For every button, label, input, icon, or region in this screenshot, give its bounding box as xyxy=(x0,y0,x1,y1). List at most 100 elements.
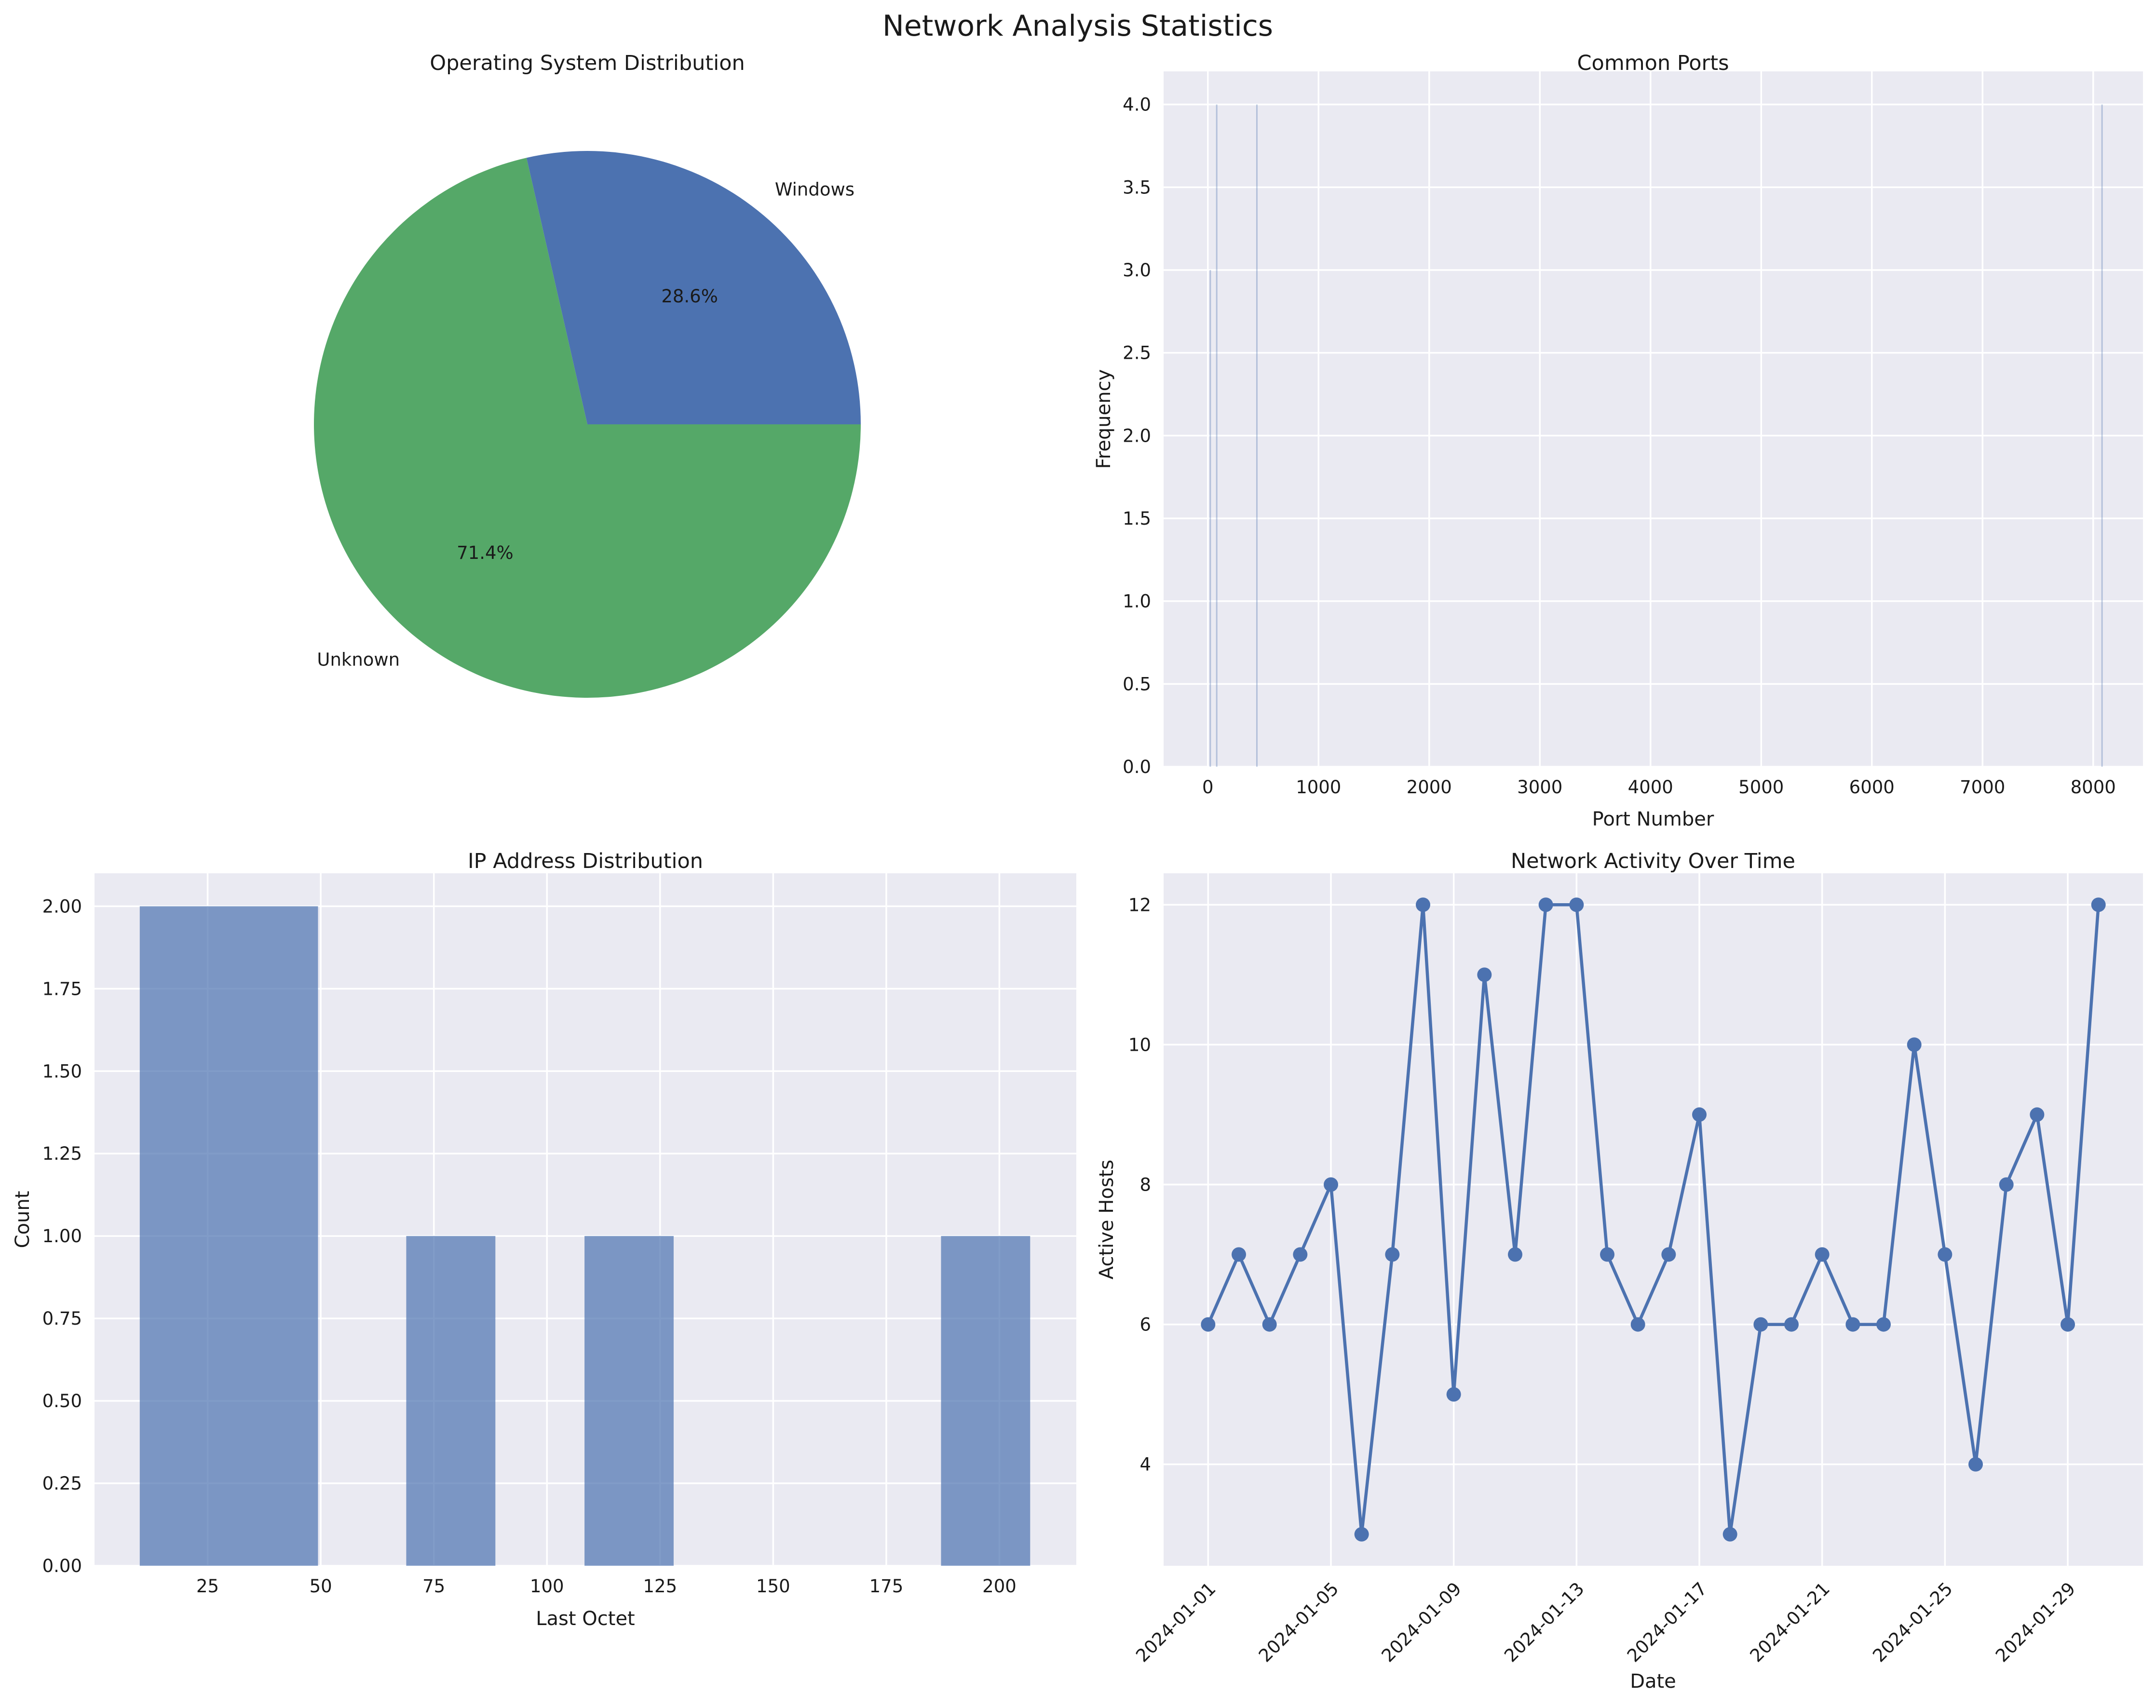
activity-point xyxy=(1477,967,1492,982)
ports-bar-8080 xyxy=(2101,104,2103,767)
activity-point xyxy=(1784,1317,1799,1332)
ip-y-tick-label: 0.25 xyxy=(42,1473,82,1494)
activity-point xyxy=(1753,1317,1768,1332)
ip-y-tick-label: 0.00 xyxy=(42,1556,82,1576)
pie-percent-unknown: 71.4% xyxy=(457,542,514,563)
activity-point xyxy=(1815,1247,1830,1262)
ip-x-tick-label: 200 xyxy=(982,1576,1017,1597)
ip-x-tick-label: 175 xyxy=(869,1576,904,1597)
ip-ticks: 25 50 75 100 125 150 175 200 0.00 0.25 0.50 0.75 1.0… xyxy=(42,896,1017,1597)
ip-x-tick-label: 100 xyxy=(530,1576,564,1597)
ip-x-tick-label: 50 xyxy=(310,1576,332,1597)
activity-point xyxy=(1845,1317,1860,1332)
ports-x-tick-label: 0 xyxy=(1202,777,1214,798)
activity-point xyxy=(2091,897,2106,912)
ip-histogram-bar xyxy=(584,1236,674,1566)
activity-x-tick-label: 2024-01-01 xyxy=(1132,1578,1220,1666)
activity-point xyxy=(1415,897,1430,912)
activity-point xyxy=(1354,1527,1369,1542)
activity-point xyxy=(1661,1247,1676,1262)
ip-histogram-bar xyxy=(139,906,318,1566)
activity-x-axis-label: Date xyxy=(1630,1670,1676,1693)
ports-x-tick-label: 7000 xyxy=(1960,777,2005,798)
activity-point xyxy=(1385,1247,1400,1262)
activity-y-tick-label: 10 xyxy=(1128,1034,1151,1055)
ports-panel: 0 1000 2000 3000 4000 5000 6000 7000 8000 0.0 0.5 1… xyxy=(1093,51,2143,830)
activity-x-tick-label: 2024-01-29 xyxy=(1992,1578,2079,1666)
ports-y-tick-label: 0.0 xyxy=(1123,757,1151,777)
ports-x-tick-label: 6000 xyxy=(1849,777,1895,798)
ip-y-tick-label: 1.25 xyxy=(42,1143,82,1164)
activity-x-tick-label: 2024-01-17 xyxy=(1623,1578,1711,1666)
activity-y-axis-label: Active Hosts xyxy=(1096,1160,1118,1279)
activity-panel: 2024-01-01 2024-01-05 2024-01-09 2024-01-13… xyxy=(1096,849,2143,1693)
ip-y-tick-label: 1.50 xyxy=(42,1061,82,1082)
activity-grid xyxy=(1164,873,2143,1566)
activity-point xyxy=(1722,1527,1737,1542)
ports-x-tick-label: 4000 xyxy=(1628,777,1673,798)
ip-distribution-panel: 25 50 75 100 125 150 175 200 0.00 0.25 0.50 0.75 1.0… xyxy=(12,849,1076,1630)
activity-y-tick-label: 8 xyxy=(1139,1174,1151,1195)
pie-slices xyxy=(314,151,861,698)
ports-bar-443 xyxy=(1256,104,1258,767)
activity-point xyxy=(1569,897,1584,912)
ports-y-tick-label: 2.5 xyxy=(1123,343,1151,364)
activity-point xyxy=(1630,1317,1645,1332)
ports-x-tick-label: 3000 xyxy=(1517,777,1562,798)
activity-x-tick-label: 2024-01-21 xyxy=(1746,1578,1834,1666)
figure-title: Network Analysis Statistics xyxy=(882,9,1273,43)
ports-x-tick-label: 5000 xyxy=(1738,777,1784,798)
activity-point xyxy=(1938,1247,1953,1262)
ports-y-tick-label: 3.0 xyxy=(1123,260,1151,281)
os-chart-title: Operating System Distribution xyxy=(430,51,745,75)
activity-point xyxy=(1876,1317,1891,1332)
os-distribution-panel: Operating System Distribution Windows 28.… xyxy=(314,51,861,698)
ports-y-tick-label: 0.5 xyxy=(1123,674,1151,694)
activity-point xyxy=(1231,1247,1246,1262)
ip-y-tick-label: 1.75 xyxy=(42,978,82,999)
ports-x-axis-label: Port Number xyxy=(1592,808,1714,830)
activity-chart-title: Network Activity Over Time xyxy=(1511,849,1795,873)
ports-y-tick-label: 1.0 xyxy=(1123,591,1151,612)
ip-histogram-bar xyxy=(406,1236,496,1566)
ip-y-tick-label: 1.00 xyxy=(42,1226,82,1247)
pie-label-windows: Windows xyxy=(775,179,854,200)
ports-y-tick-label: 2.0 xyxy=(1123,425,1151,446)
ports-bar-80 xyxy=(1216,104,1218,767)
activity-point xyxy=(2061,1317,2075,1332)
activity-point xyxy=(2030,1107,2045,1122)
activity-point xyxy=(1262,1317,1277,1332)
activity-point xyxy=(1538,897,1553,912)
activity-point xyxy=(1907,1037,1922,1052)
pie-slice-windows xyxy=(526,151,861,425)
ip-x-axis-label: Last Octet xyxy=(536,1608,635,1630)
activity-plot-area xyxy=(1164,873,2143,1566)
activity-point xyxy=(1600,1247,1614,1262)
ip-bars xyxy=(139,906,1031,1566)
ports-bar-22 xyxy=(1209,270,1211,767)
ip-chart-title: IP Address Distribution xyxy=(468,849,703,873)
pie-texts: Windows 28.6% Unknown 71.4% xyxy=(317,179,854,670)
pie-slice-unknown xyxy=(314,158,861,698)
ip-x-tick-label: 75 xyxy=(422,1576,445,1597)
ports-plot-area xyxy=(1164,71,2143,767)
activity-point xyxy=(1999,1177,2014,1192)
ports-bars xyxy=(1209,104,2103,767)
activity-point xyxy=(1692,1107,1707,1122)
activity-point xyxy=(1201,1317,1216,1332)
activity-point xyxy=(1446,1387,1461,1402)
activity-line xyxy=(1207,903,2100,1536)
ports-chart-title: Common Ports xyxy=(1577,51,1729,75)
ports-x-tick-label: 1000 xyxy=(1296,777,1341,798)
activity-point xyxy=(1507,1247,1522,1262)
ip-x-tick-label: 125 xyxy=(643,1576,677,1597)
activity-series xyxy=(1201,897,2106,1542)
activity-point xyxy=(1293,1247,1308,1262)
ip-y-tick-label: 2.00 xyxy=(42,896,82,917)
ip-y-tick-label: 0.50 xyxy=(42,1391,82,1411)
pie-label-unknown: Unknown xyxy=(317,650,400,670)
ports-ticks: 0 1000 2000 3000 4000 5000 6000 7000 8000 0.0 0.5 1… xyxy=(1123,95,2116,798)
ip-x-tick-label: 25 xyxy=(196,1576,219,1597)
activity-y-tick-label: 4 xyxy=(1139,1454,1151,1475)
activity-x-tick-label: 2024-01-09 xyxy=(1378,1578,1465,1666)
